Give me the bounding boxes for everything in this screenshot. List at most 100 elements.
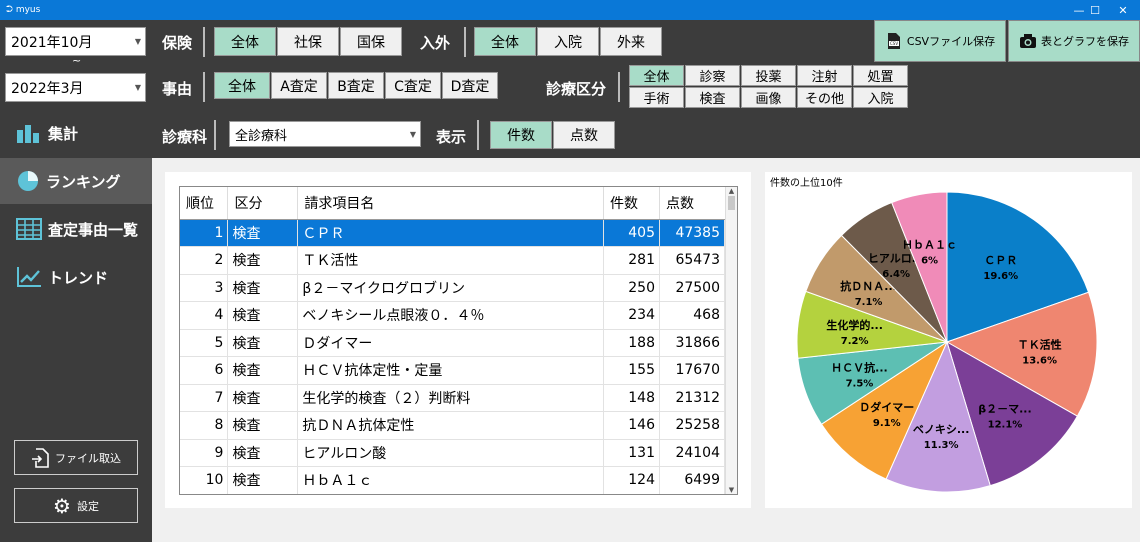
category-option-3[interactable]: 注射 [797, 65, 852, 86]
insurance-option-2[interactable]: 国保 [340, 27, 402, 56]
chevron-down-icon: ▼ [409, 129, 416, 139]
settings-button[interactable]: ⚙ 設定 [14, 488, 138, 523]
pie-label: ＨＣＶ抗... [831, 360, 888, 374]
category-option-9[interactable]: 入院 [853, 87, 908, 108]
chart-title: 件数の上位10件 [770, 178, 843, 189]
table-cell: 17670 [659, 356, 725, 385]
sidebar-item-label: 査定事由一覧 [48, 220, 139, 239]
display-label: 表示 [436, 128, 467, 146]
table-row[interactable]: 2 検査 ＴＫ活性 281 65473 [180, 246, 725, 275]
sidebar-item-0[interactable]: 集計 [0, 110, 152, 156]
title-bar: ⮊ myus — ☐ ✕ [0, 0, 1140, 20]
sidebar-item-label: トレンド [48, 268, 109, 287]
display-option-0[interactable]: 件数 [490, 121, 552, 149]
table-cell: 8 [180, 411, 229, 440]
table-cell: ベノキシール点眼液０．４％ [297, 301, 605, 330]
table-cell: 124 [603, 466, 660, 494]
category-option-5[interactable]: 手術 [629, 87, 684, 108]
sidebar-item-1[interactable]: ランキング [0, 158, 152, 204]
close-button[interactable]: ✕ [1118, 3, 1128, 17]
table-cell: 27500 [659, 274, 725, 302]
category-option-1[interactable]: 診察 [685, 65, 740, 86]
ranking-table: 順位 区分 請求項目名 件数 点数 1 検査 ＣＰＲ 405 47385 2 検査 ＴＫ活性 281 65… [180, 187, 725, 494]
table-cell: 生化学的検査（２）判断料 [297, 384, 605, 412]
file-import-button[interactable]: ファイル取込 [14, 440, 138, 475]
maximize-button[interactable]: ☐ [1090, 3, 1100, 17]
app-icon: ⮊ [6, 5, 13, 15]
category-option-2[interactable]: 投薬 [741, 65, 796, 86]
inout-option-2[interactable]: 外来 [600, 27, 662, 56]
pie-percent-label: 7.1% [855, 297, 883, 308]
table-cell: Ｄダイマー [297, 329, 605, 357]
scroll-up-icon[interactable]: ▲ [728, 187, 735, 195]
category-option-7[interactable]: 画像 [741, 87, 796, 108]
minimize-button[interactable]: — [1073, 3, 1085, 17]
pie-slice-9 [891, 191, 948, 343]
reason-option-1[interactable]: A査定 [271, 72, 327, 99]
scroll-thumb[interactable] [728, 196, 735, 210]
column-header-2[interactable]: 請求項目名 [297, 187, 604, 220]
table-row[interactable]: 8 検査 抗ＤＮＡ抗体定性 146 25258 [180, 411, 725, 440]
column-header-4[interactable]: 点数 [659, 187, 725, 220]
table-cell: 6499 [659, 466, 725, 494]
table-row[interactable]: 6 検査 ＨＣＶ抗体定性・定量 155 17670 [180, 356, 725, 385]
divider [464, 27, 466, 57]
sidebar-item-2[interactable]: 査定事由一覧 [0, 206, 152, 252]
sidebar: ファイル取込 ⚙ 設定 集計ランキング査定事由一覧 トレンド [0, 125, 152, 542]
display-option-1[interactable]: 点数 [553, 121, 615, 149]
table-cell: 検査 [227, 439, 299, 467]
chart-panel: 件数の上位10件 ＣＰＲ 19.6% ＴＫ活性 13.6% β２－マ... 12.1% ベノ… [765, 172, 1132, 508]
filter-bar: 2021年10月 ▼ ~ 2022年3月 ▼ 保険 入外 CSV CSVファイル保存… [0, 20, 1140, 158]
pie-slice-3 [885, 340, 991, 493]
table-row[interactable]: 3 検査 β２－マイクログロブリン 250 27500 [180, 274, 725, 302]
table-cell: 25258 [659, 411, 725, 440]
table-row[interactable]: 10 検査 ＨｂＡ１ｃ 124 6499 [180, 466, 725, 494]
sidebar-item-label: 集計 [48, 124, 79, 143]
table-scrollbar[interactable]: ▲ ▼ [725, 187, 737, 494]
inout-option-0[interactable]: 全体 [474, 27, 536, 56]
column-header-1[interactable]: 区分 [227, 187, 298, 220]
inout-option-1[interactable]: 入院 [537, 27, 599, 56]
category-option-6[interactable]: 検査 [685, 87, 740, 108]
reason-option-0[interactable]: 全体 [214, 72, 270, 99]
pie-slice-4 [820, 340, 949, 480]
divider [203, 27, 205, 57]
table-cell: 155 [603, 356, 660, 385]
table-row[interactable]: 4 検査 ベノキシール点眼液０．４％ 234 468 [180, 301, 725, 330]
csv-save-button[interactable]: CSV CSVファイル保存 [874, 20, 1006, 62]
insurance-option-0[interactable]: 全体 [214, 27, 276, 56]
reason-option-3[interactable]: C査定 [385, 72, 441, 99]
divider [214, 120, 216, 150]
table-cell: ＴＫ活性 [297, 246, 605, 275]
table-cell: 188 [603, 329, 660, 357]
divider [203, 72, 205, 102]
category-option-4[interactable]: 処置 [853, 65, 908, 86]
table-cell: 47385 [659, 219, 725, 247]
period-to-select[interactable]: 2022年3月 ▼ [5, 73, 146, 102]
insurance-option-1[interactable]: 社保 [277, 27, 339, 56]
pie-label: ＴＫ活性 [1018, 337, 1062, 351]
pie-chart-icon [16, 169, 40, 193]
bar-chart-icon [16, 122, 42, 144]
dept-select[interactable]: 全診療科 ▼ [229, 121, 421, 147]
save-image-button[interactable]: 表とグラフを保存 [1008, 20, 1140, 62]
table-row[interactable]: 9 検査 ヒアルロン酸 131 24104 [180, 439, 725, 467]
table-row[interactable]: 7 検査 生化学的検査（２）判断料 148 21312 [180, 384, 725, 412]
insurance-label: 保険 [162, 34, 193, 52]
column-header-3[interactable]: 件数 [603, 187, 660, 220]
category-option-8[interactable]: その他 [797, 87, 852, 108]
scroll-down-icon[interactable]: ▼ [728, 486, 735, 494]
table-row[interactable]: 1 検査 ＣＰＲ 405 47385 [180, 219, 725, 247]
reason-option-4[interactable]: D査定 [442, 72, 498, 99]
table-cell: 検査 [227, 219, 299, 247]
category-option-0[interactable]: 全体 [629, 65, 684, 86]
column-header-0[interactable]: 順位 [180, 187, 228, 220]
table-cell: 1 [180, 219, 229, 247]
pie-percent-label: 13.6% [1022, 355, 1057, 366]
app-title: ⮊ myus [6, 5, 41, 15]
table-header-row: 順位 区分 請求項目名 件数 点数 [180, 187, 725, 220]
period-from-select[interactable]: 2021年10月 ▼ [5, 27, 146, 56]
table-row[interactable]: 5 検査 Ｄダイマー 188 31866 [180, 329, 725, 357]
reason-option-2[interactable]: B査定 [328, 72, 384, 99]
sidebar-item-3[interactable]: トレンド [0, 254, 152, 300]
